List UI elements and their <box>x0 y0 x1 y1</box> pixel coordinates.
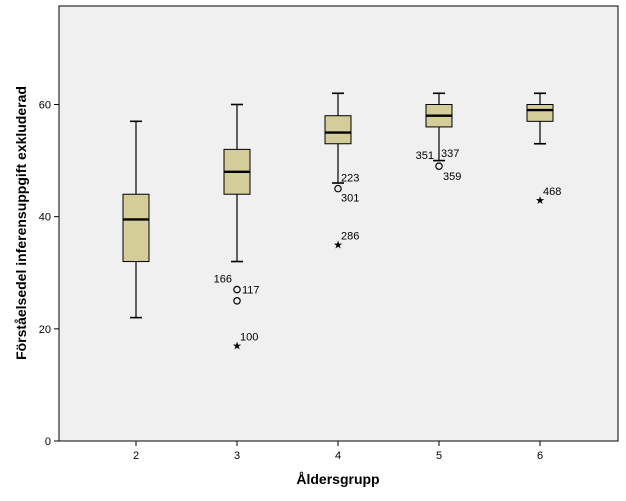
x-tick-label: 3 <box>234 450 240 462</box>
box-group-3: 166 117 ★100 <box>214 103 260 353</box>
outlier-label: 100 <box>240 332 258 344</box>
box <box>526 104 554 122</box>
outlier-label: 359 <box>443 171 461 183</box>
y-tick-label: 40 <box>39 212 51 224</box>
box-group-6: ★468 <box>526 92 561 207</box>
outlier-label: 337 <box>441 148 459 160</box>
outlier-star: ★ <box>232 341 242 353</box>
x-tick-label: 6 <box>537 450 543 462</box>
outlier-star: ★ <box>535 195 545 207</box>
outlier-label: 166 <box>214 274 232 286</box>
x-tick-label: 5 <box>436 450 442 462</box>
outlier-circle <box>435 162 443 170</box>
outlier-label: 351 <box>416 150 434 162</box>
outlier-label: 468 <box>543 186 561 198</box>
box <box>324 115 352 145</box>
y-tick-label: 60 <box>39 100 51 112</box>
x-tick-label: 4 <box>335 450 341 462</box>
outlier-label: 301 <box>341 193 359 205</box>
plot-area <box>58 5 619 442</box>
outlier-circle <box>233 285 241 294</box>
box <box>122 193 150 263</box>
y-axis-title: Förståelsedel inferensuppgift exkluderad <box>13 86 29 360</box>
box-group-2 <box>122 120 150 319</box>
y-tick-label: 20 <box>39 324 51 336</box>
box-group-4: 223 301 ★286 <box>324 92 359 252</box>
x-axis-title: Åldersgrupp <box>296 471 379 487</box>
outlier-star: ★ <box>333 240 343 252</box>
outlier-circle <box>233 296 241 305</box>
x-axis: 2 3 4 5 6 <box>133 441 543 462</box>
y-tick-label: 0 <box>45 436 51 448</box>
box-group-5: 351 337 359 <box>416 92 461 183</box>
outlier-label: 117 <box>242 285 260 297</box>
x-tick-label: 2 <box>133 450 139 462</box>
outlier-circle <box>334 184 342 193</box>
outlier-label: 286 <box>341 231 359 243</box>
outlier-label: 223 <box>341 173 359 185</box>
y-axis: 0 20 40 60 <box>39 100 59 448</box>
